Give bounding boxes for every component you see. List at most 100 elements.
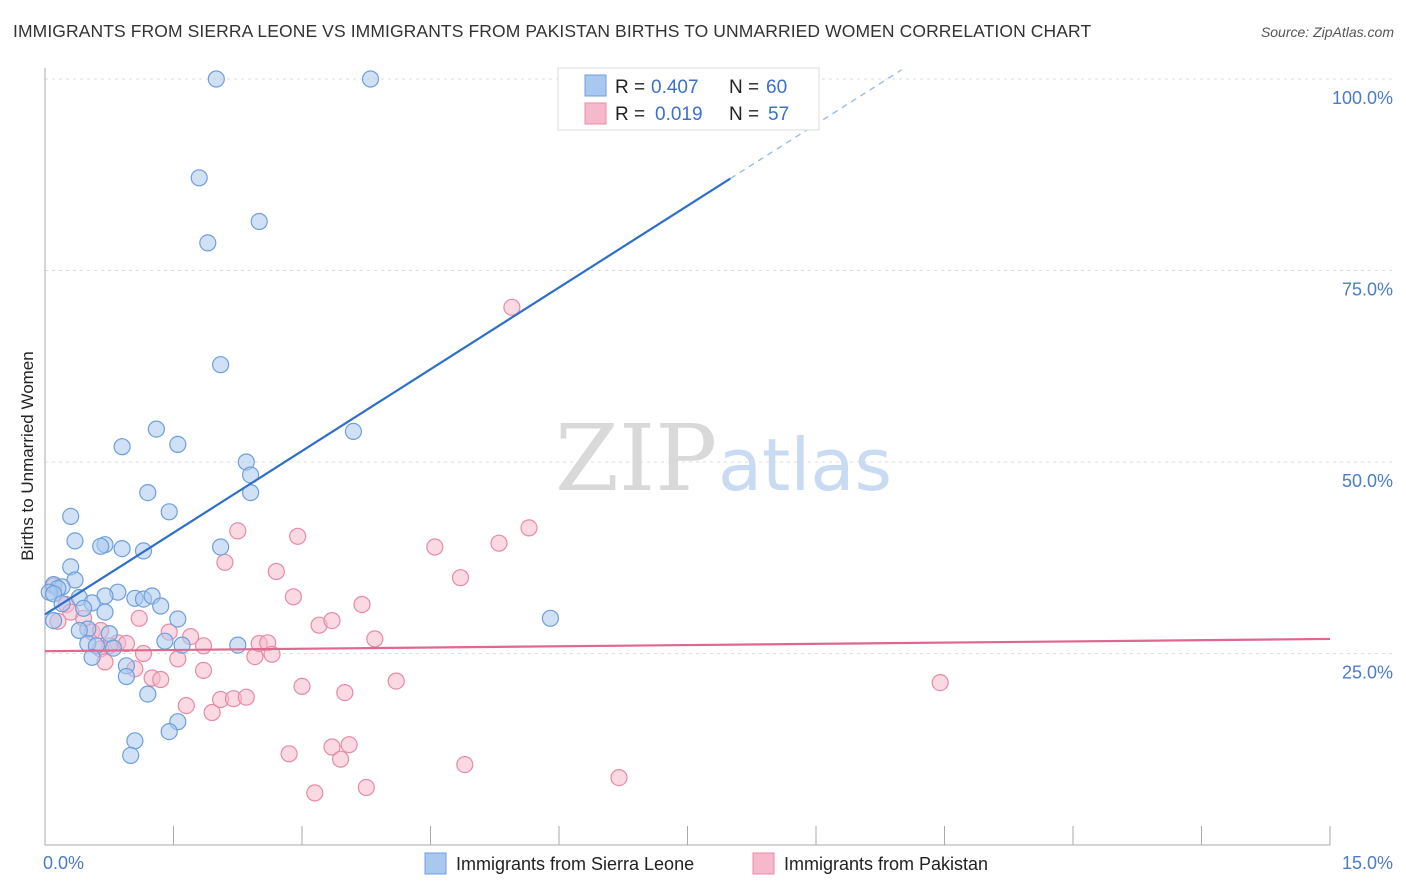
pakistan-point <box>332 750 350 768</box>
sierra-leone-point <box>96 603 114 621</box>
sierra-leone-point <box>62 507 80 526</box>
pakistan-point <box>293 677 311 696</box>
sierra-leone-point <box>541 609 560 627</box>
pakistan-point <box>289 527 307 545</box>
legend-r-label-1: R = <box>615 77 645 98</box>
pakistan-point <box>340 736 358 754</box>
pakistan-point <box>610 768 628 787</box>
pakistan-point <box>152 670 170 689</box>
y-tick-label-75: 75.0% <box>1342 280 1393 300</box>
legend-swatch-pakistan <box>584 102 607 125</box>
pakistan-point <box>456 755 474 774</box>
pakistan-point <box>237 688 255 706</box>
gridlines <box>45 78 1395 654</box>
sierra-leone-point <box>250 212 268 231</box>
sierra-leone-point <box>361 70 380 88</box>
sierra-leone-point <box>83 648 101 666</box>
pakistan-point <box>336 683 354 702</box>
y-tick-labels: 25.0% 50.0% 75.0% 100.0% <box>1332 88 1393 683</box>
pakistan-point <box>490 534 508 552</box>
watermark-zip: ZIP <box>555 405 717 512</box>
sierra-leone-point <box>126 732 144 750</box>
sierra-leone-point <box>169 610 187 628</box>
sierra-leone-point <box>113 539 131 558</box>
legend-r-value-2: 0.019 <box>655 104 703 125</box>
sierra-leone-point <box>122 746 140 765</box>
pakistan-point <box>134 644 153 663</box>
pakistan-point <box>323 611 341 630</box>
legend-swatch-sierra-leone <box>584 74 607 97</box>
pakistan-point <box>503 298 521 316</box>
pakistan-point <box>203 703 221 722</box>
x-tick-label-max: 15.0% <box>1342 853 1393 873</box>
sierra-leone-point <box>169 435 187 453</box>
legend-r-value-1: 0.407 <box>651 77 699 98</box>
legend-r-label-2: R = <box>615 104 645 125</box>
pakistan-point <box>520 519 538 537</box>
series-legend-swatch-pakistan <box>752 852 775 875</box>
sierra-leone-points <box>40 70 560 765</box>
series-legend-label-pakistan: Immigrants from Pakistan <box>784 854 988 874</box>
sierra-leone-point <box>152 597 170 615</box>
x-ticks <box>44 826 1331 845</box>
legend-n-label-2: N = <box>729 104 759 125</box>
sierra-leone-point <box>92 537 110 555</box>
sierra-leone-point <box>66 532 84 550</box>
sierra-leone-point <box>160 503 178 521</box>
y-tick-label-25: 25.0% <box>1342 663 1393 683</box>
x-tick-label-min: 0.0% <box>43 853 84 873</box>
pakistan-point <box>194 661 213 680</box>
pakistan-point <box>931 673 949 692</box>
sierra-leone-point <box>74 599 93 617</box>
sierra-leone-point <box>229 636 247 654</box>
pakistan-point <box>387 672 405 690</box>
sierra-leone-point <box>100 624 118 643</box>
sierra-leone-point <box>70 621 88 640</box>
sierra-leone-point <box>199 234 217 252</box>
sierra-leone-point <box>212 538 230 556</box>
watermark: ZIP atlas <box>555 405 892 512</box>
sierra-leone-point <box>207 70 225 88</box>
sierra-leone-point <box>117 667 136 686</box>
sierra-leone-point <box>212 356 230 374</box>
pakistan-trend-line <box>44 637 1331 653</box>
legend-n-label-1: N = <box>729 77 759 98</box>
pakistan-point <box>216 553 234 571</box>
sierra-leone-point <box>113 438 131 456</box>
chart-source: Source: ZipAtlas.com <box>1260 24 1394 40</box>
pakistan-point <box>426 538 444 556</box>
pakistan-point <box>353 595 371 614</box>
pakistan-point <box>306 784 324 802</box>
watermark-atlas: atlas <box>718 423 892 507</box>
pakistan-point <box>357 778 375 797</box>
legend-n-value-2: 57 <box>768 104 789 125</box>
sierra-leone-point <box>139 484 157 502</box>
sierra-leone-point <box>160 722 178 741</box>
sierra-leone-point <box>190 169 208 187</box>
pakistan-point <box>323 738 341 756</box>
series-legend: Immigrants from Sierra Leone Immigrants … <box>424 852 988 875</box>
pakistan-point <box>130 609 148 627</box>
pakistan-point <box>229 522 247 540</box>
sierra-leone-point <box>156 632 174 650</box>
pakistan-point <box>263 645 281 663</box>
y-tick-label-100: 100.0% <box>1332 88 1393 108</box>
sierra-leone-point <box>344 422 362 440</box>
series-legend-label-sierra-leone: Immigrants from Sierra Leone <box>456 854 694 874</box>
sierra-leone-trend-line <box>44 177 731 616</box>
y-axis-label: Births to Unmarried Women <box>18 351 37 560</box>
pakistan-point <box>194 637 213 655</box>
series-legend-swatch-sierra-leone <box>424 852 447 875</box>
sierra-leone-point <box>147 420 165 438</box>
correlation-legend: R = 0.407 N = 60 R = 0.019 N = 57 <box>557 67 820 131</box>
pakistan-point <box>451 569 470 587</box>
legend-n-value-1: 60 <box>766 77 787 98</box>
y-tick-label-50: 50.0% <box>1342 471 1393 491</box>
sierra-leone-point <box>104 639 123 657</box>
sierra-leone-point <box>44 611 63 630</box>
pakistan-point <box>366 630 384 648</box>
pakistan-point <box>267 562 285 581</box>
pakistan-points <box>44 298 949 802</box>
pakistan-point <box>177 696 195 715</box>
